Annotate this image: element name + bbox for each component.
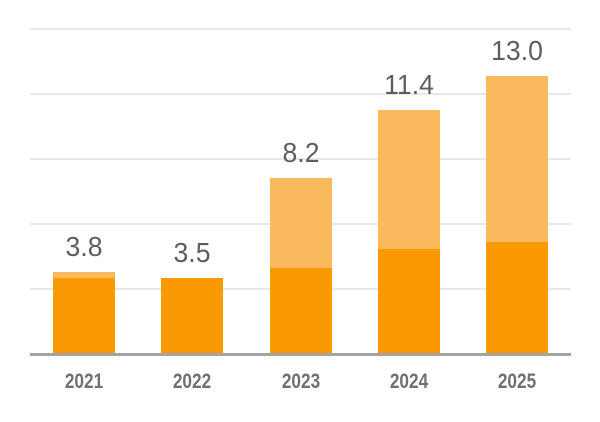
bar-2025-segment-light bbox=[485, 76, 548, 243]
bar-2021-segment-light bbox=[53, 272, 116, 279]
value-label-2021: 3.8 bbox=[65, 230, 103, 262]
value-label-2024: 11.4 bbox=[383, 68, 434, 100]
x-axis-line bbox=[30, 353, 571, 356]
gridline bbox=[30, 158, 571, 160]
bar-2023-segment-dark bbox=[269, 267, 332, 353]
category-label-2023: 2023 bbox=[281, 370, 320, 393]
value-label-2022: 3.5 bbox=[173, 237, 211, 269]
category-label-2021: 2021 bbox=[64, 370, 104, 393]
gridline bbox=[30, 28, 571, 30]
category-label-2024: 2024 bbox=[389, 370, 428, 393]
value-label-2023: 8.2 bbox=[282, 136, 319, 168]
bar-2024-segment-dark bbox=[377, 248, 440, 353]
bar-2024-segment-light bbox=[377, 110, 440, 249]
bar-2022-segment-dark bbox=[161, 278, 224, 353]
bar-2023-segment-light bbox=[269, 178, 332, 268]
bar-2021-segment-dark bbox=[53, 278, 116, 353]
bar-2025-segment-dark bbox=[485, 242, 548, 353]
gridline bbox=[30, 93, 571, 95]
category-label-2022: 2022 bbox=[173, 370, 212, 393]
value-label-2025: 13.0 bbox=[491, 34, 543, 66]
category-label-2025: 2025 bbox=[497, 370, 537, 393]
